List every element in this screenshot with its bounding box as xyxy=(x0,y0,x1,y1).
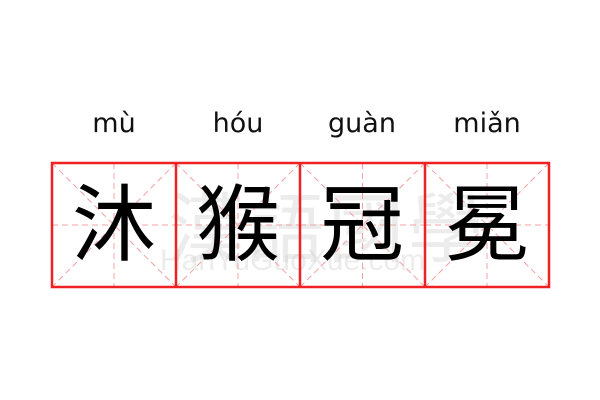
pinyin-3: guàn xyxy=(328,108,396,139)
pinyin-2: hóu xyxy=(212,108,264,139)
character-3: 冠 xyxy=(319,176,404,274)
pinyin-1: mù xyxy=(92,108,136,139)
character-2: 猴 xyxy=(195,176,280,274)
pinyin-4: miǎn xyxy=(453,108,521,139)
character-1: 沐 xyxy=(71,176,156,274)
character-4: 冕 xyxy=(444,176,529,274)
